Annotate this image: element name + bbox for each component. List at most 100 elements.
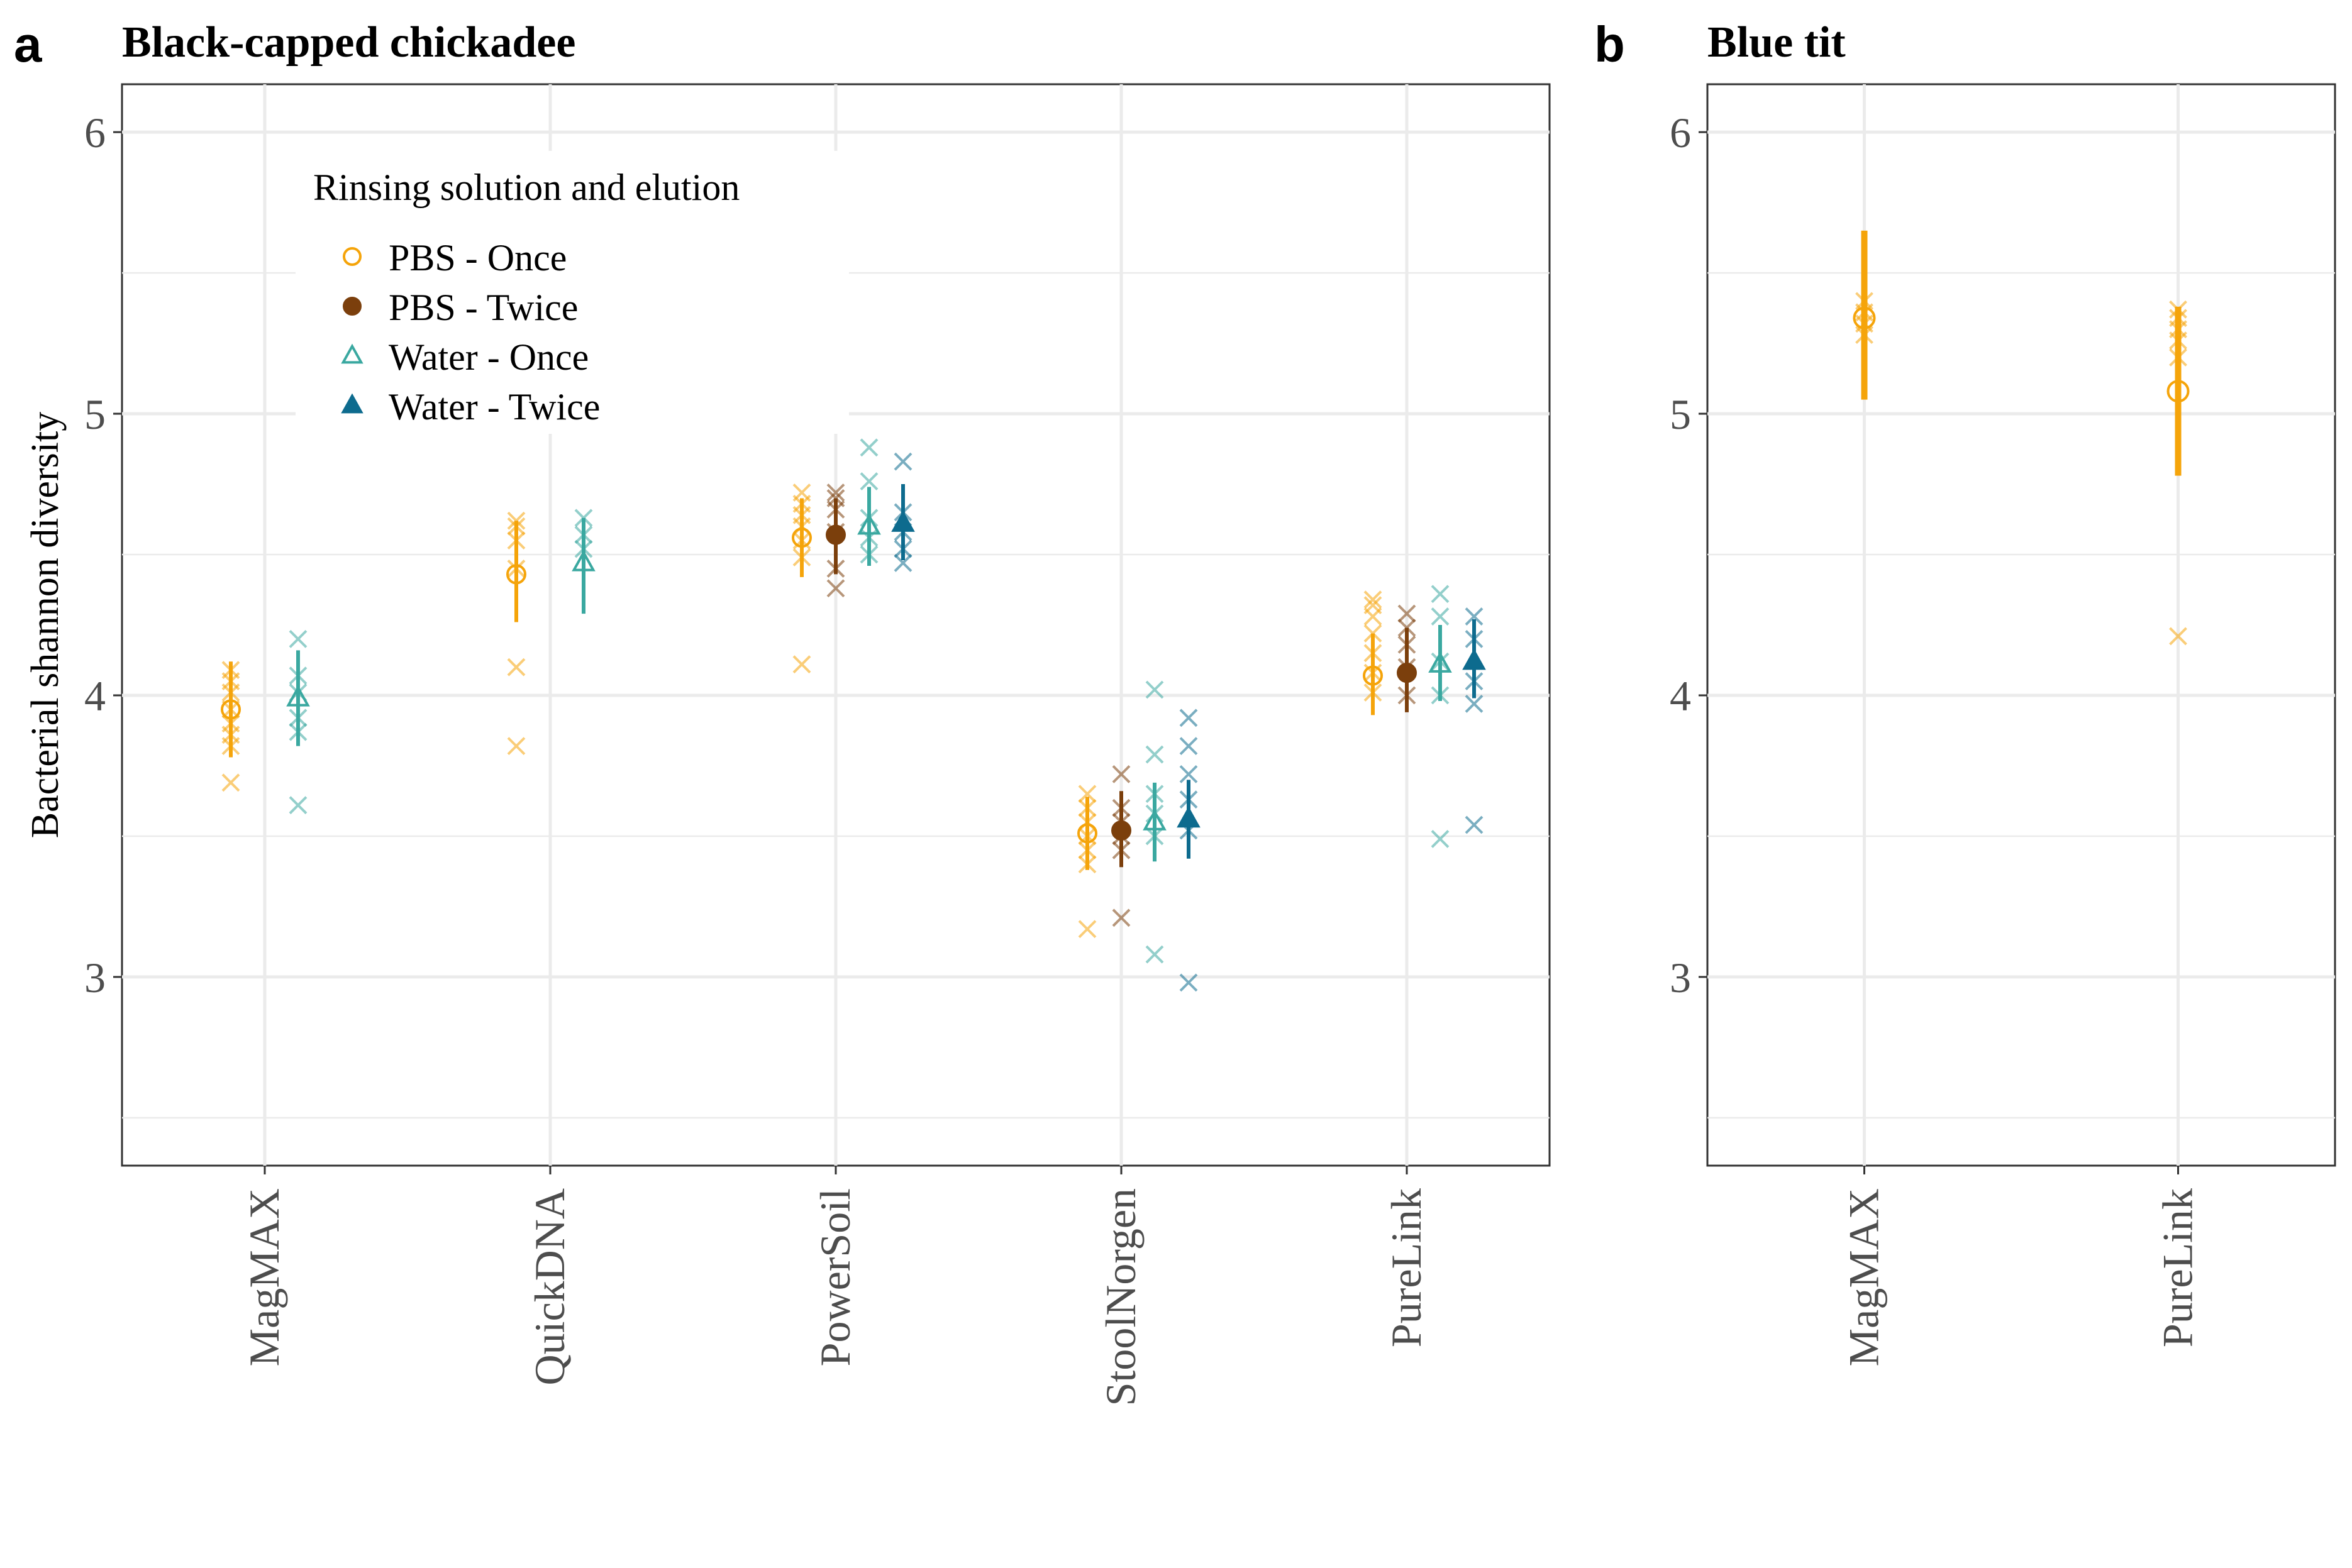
x-tick-label-magmax: MagMAX [240,1188,288,1366]
y-tick-label: 4 [1670,672,1691,720]
observation-point-water-twice-purelink [1465,607,1484,626]
observation-point-pbs-once-purelink [1363,596,1382,615]
panel-letter-a: a [14,16,42,72]
legend-entry-pbs-once: PBS - Once [343,237,567,279]
observation-point-water-once-magmax [289,629,308,648]
x-tick-label-quickdna: QuickDNA [526,1188,574,1386]
y-tick-label: 4 [84,672,106,720]
legend-label-water-twice: Water - Twice [389,386,600,428]
mean-point-pbs-twice-purelink [1397,663,1417,683]
legend-entry-pbs-twice: PBS - Twice [343,287,578,328]
observation-point-water-twice-powersoil [894,452,913,471]
observation-point-pbs-once-powersoil [792,483,811,502]
observation-point-pbs-twice-powersoil [826,579,845,598]
observation-point-water-once-powersoil [860,438,879,457]
series-pbs-once [221,483,1383,939]
legend: Rinsing solution and elution PBS - OnceP… [296,151,849,434]
series-pbs-once [1853,230,2190,646]
observation-point-water-once-stoolnorgen [1145,680,1164,699]
mean-point-water-once-stoolnorgen [1143,809,1167,831]
mean-point-water-twice-purelink [1462,648,1486,670]
observation-point-pbs-once-powersoil [792,655,811,674]
series-water-twice [891,452,1486,992]
y-tick-label: 5 [84,390,106,438]
observation-point-pbs-once-stoolnorgen [1078,920,1097,939]
observation-point-water-twice-stoolnorgen [1179,973,1198,992]
x-tick-label-powersoil: PowerSoil [811,1188,859,1366]
x-tick-label-stoolnorgen: StoolNorgen [1097,1188,1145,1406]
panel-a-x-ticks: MagMAX QuickDNA PowerSoil StoolNorgen PureLi… [240,1166,1430,1406]
legend-key-pbs-twice [343,297,362,316]
mean-point-pbs-once-magmax [1853,306,1876,329]
observation-point-water-once-powersoil [860,472,879,490]
panel-b-plot-area [1706,83,2336,1167]
y-tick-label: 6 [84,109,106,157]
mean-point-pbs-twice-stoolnorgen [1111,820,1131,841]
observation-point-water-once-purelink [1431,607,1450,626]
legend-label-water-once: Water - Once [389,336,589,378]
mean-point-pbs-once-purelink [1363,665,1383,686]
panel-letter-b: b [1594,16,1625,72]
panel-b-gridlines [1707,84,2335,1166]
observation-point-pbs-once-purelink [2169,627,2187,646]
panel-a-marks [221,438,1486,992]
observation-point-water-once-stoolnorgen [1145,745,1164,764]
observation-point-pbs-twice-purelink [1397,604,1416,623]
y-tick-label: 5 [1670,390,1691,438]
legend-key-pbs-once [343,247,362,266]
legend-entries: PBS - Once PBS - Twice Water - Once Water -… [341,237,600,428]
observation-point-pbs-twice-stoolnorgen [1112,765,1131,783]
y-tick-label: 6 [1670,109,1691,157]
observation-point-pbs-once-quickdna [507,658,526,676]
legend-key-water-once [341,343,363,364]
mean-point-pbs-once-purelink [2166,380,2190,403]
mean-point-pbs-once-stoolnorgen [1077,823,1097,844]
legend-entry-water-twice: Water - Twice [341,386,600,428]
observation-point-water-twice-stoolnorgen [1179,765,1198,783]
mean-point-water-once-powersoil [857,513,881,535]
legend-background [296,151,849,434]
legend-entry-water-once: Water - Once [341,336,589,378]
mean-point-pbs-twice-powersoil [826,524,846,545]
observation-point-water-once-purelink [1431,830,1450,848]
mean-point-water-twice-stoolnorgen [1177,806,1201,828]
legend-title: Rinsing solution and elution [313,167,740,208]
series-water-once [286,438,1452,964]
observation-point-pbs-twice-powersoil [826,483,845,502]
observation-point-water-twice-purelink [1465,695,1484,713]
observation-point-pbs-once-stoolnorgen [1078,785,1097,803]
panel-a-title: Black-capped chickadee [122,18,575,67]
legend-label-pbs-once: PBS - Once [389,237,567,279]
panel-b-x-ticks: MagMAX PureLink [1840,1166,2202,1366]
mean-point-pbs-once-quickdna [506,564,526,585]
observation-point-pbs-once-magmax [221,773,240,792]
legend-label-pbs-twice: PBS - Twice [389,287,578,328]
x-tick-label-purelink: PureLink [2154,1188,2202,1347]
panel-b-title: Blue tit [1707,18,1846,67]
mean-point-water-once-purelink [1428,651,1452,673]
x-tick-label-purelink: PureLink [1382,1188,1430,1347]
observation-point-water-twice-purelink [1465,815,1484,834]
mean-point-water-twice-powersoil [891,511,915,532]
series-pbs-twice [826,483,1417,927]
observation-point-pbs-once-purelink [1363,590,1382,609]
mean-point-water-once-magmax [286,685,310,707]
panel-a: 3 4 5 6 MagMAX QuickDNA PowerSoil StoolNorgen P… [14,16,1551,1406]
observation-point-water-twice-stoolnorgen [1179,709,1198,727]
y-tick-label: 3 [84,954,106,1002]
observation-point-water-once-purelink [1431,585,1450,604]
mean-point-pbs-once-magmax [221,699,241,720]
observation-point-water-twice-stoolnorgen [1179,737,1198,756]
x-tick-label-magmax: MagMAX [1840,1188,1888,1366]
observation-point-water-once-stoolnorgen [1145,945,1164,964]
panel-b: 3 4 5 6 MagMAX PureLink b Blue tit [1594,16,2336,1366]
mean-point-pbs-once-powersoil [792,527,812,548]
observation-point-water-twice-powersoil [894,554,913,572]
mean-point-water-once-quickdna [572,549,596,571]
y-axis-label: Bacterial shannon diversity [24,412,67,838]
panel-b-marks [1853,230,2190,646]
y-tick-label: 3 [1670,954,1691,1002]
observation-point-water-once-magmax [289,796,308,815]
legend-key-water-twice [341,393,363,414]
